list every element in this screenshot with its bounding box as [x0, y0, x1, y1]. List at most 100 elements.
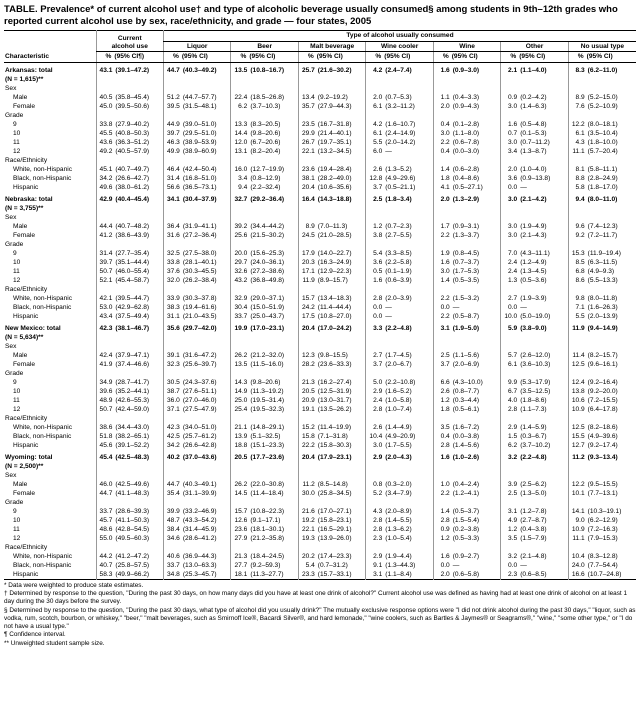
empty-cell: [316, 156, 366, 165]
empty-cell: [500, 341, 519, 351]
ci-cell: (26.2–38.4): [182, 276, 217, 284]
table-row: 9 34.9 (28.7–41.7) 30.5 (24.3–37.6) 14.3 (9.8–…: [4, 377, 636, 387]
ci-cell: (1.0–2.6): [452, 453, 480, 461]
pct-cell: 1.3: [500, 275, 519, 285]
state-label-cell: Nebraska: total (N = 3,755)**: [4, 192, 96, 213]
ci-cell: (6.4–17.8): [587, 405, 618, 413]
pct-cell: 27.7: [230, 560, 249, 570]
ci-cell: (2.0–6.9): [452, 360, 480, 368]
empty-cell: [518, 156, 568, 165]
ci-cell: (25.8–57.5): [115, 561, 150, 569]
ci-cell: (27.7–35.4): [115, 249, 150, 257]
ci-cell: (11.4–18.4): [250, 489, 284, 497]
empty-cell: [518, 414, 568, 423]
empty-cell: [567, 413, 586, 423]
ci-cell: (2.5–6.2): [520, 480, 547, 488]
state-name: New Mexico: total: [5, 324, 61, 332]
ci-cell: (31.5–48.1): [182, 102, 217, 110]
ci-cell: (34.4–43.0): [115, 423, 150, 431]
pct-cell: 3.1: [500, 506, 519, 516]
pct-cell: 12.6: [230, 515, 249, 525]
ci-cell: (1.3–2.9): [452, 195, 480, 203]
state-label-cell: Arkansas: total (N = 1,615)**: [4, 62, 96, 84]
pct-cell: 1.6: [432, 62, 451, 84]
pct-cell: 14.9: [230, 386, 249, 396]
ci-cell: (0.6–5.8): [452, 570, 480, 578]
ci-cell: (0.6–2.8): [452, 165, 480, 173]
pct-cell: 39.1: [162, 350, 181, 360]
ci-cell: (16.8–51.0): [182, 174, 217, 182]
pct-cell: 2.2: [432, 230, 451, 240]
pct-cell: 55.0: [95, 533, 114, 543]
empty-cell: [432, 110, 451, 120]
ci-cell: (25.3–45.7): [182, 570, 217, 578]
ci-cell: (38.2–65.1): [115, 432, 150, 440]
ci-cell: (0.1–2.8): [452, 120, 480, 128]
col-percent: %: [567, 51, 586, 63]
ci-cell: (35.2–44.1): [115, 387, 150, 395]
table-row: 11 43.6 (36.3–51.2) 46.3 (38.9–53.9) 12.0 (6.7…: [4, 137, 636, 147]
ci-cell: (4.9–20.9): [385, 432, 416, 440]
pct-cell: 6.1: [365, 128, 384, 138]
ci-cell: (1.8–17.0): [587, 183, 618, 191]
pct-cell: 49.9: [162, 146, 181, 156]
pct-cell: 19.1: [297, 404, 316, 414]
empty-cell: [451, 342, 501, 351]
pct-cell: 26.7: [297, 137, 316, 147]
pct-cell: 22.4: [230, 92, 249, 102]
ci-cell: (34.0–51.0): [182, 423, 217, 431]
ci-cell: (15.8–23.1): [317, 516, 352, 524]
empty-cell: [365, 110, 384, 120]
empty-cell: [383, 156, 433, 165]
pct-cell: 1.6: [432, 551, 451, 561]
pct-cell: 41.2: [95, 230, 114, 240]
ci-cell: (0.6–7.8): [452, 138, 480, 146]
pct-cell: 0.4: [432, 146, 451, 156]
ci-cell: (1.1–8.4): [385, 570, 412, 578]
group-label: Grade: [5, 498, 24, 506]
empty-cell: [383, 498, 433, 507]
pct-cell: 17.1: [297, 266, 316, 276]
pct-cell: 12.2: [567, 479, 586, 489]
empty-cell: [432, 83, 451, 93]
pct-cell: 4.3: [365, 506, 384, 516]
ci-cell: (30.4–37.9): [182, 195, 217, 203]
ci-cell: (18.4–24.5): [250, 552, 285, 560]
pct-cell: 32.9: [230, 293, 249, 303]
pct-cell: 3.0: [432, 128, 451, 138]
state-total-row: Wyoming: total (N = 2,500)** 45.4 (42.5–48.…: [4, 449, 636, 471]
table-row: White, non-Hispanic 42.1 (39.5–44.7) 33.9 (3…: [4, 293, 636, 303]
ci-cell: (2.0–8.9): [385, 507, 412, 515]
empty-cell: [365, 368, 384, 378]
ci-cell: (40.8–50.3): [115, 129, 150, 137]
ci-cell: (0.9–4.3): [452, 102, 480, 110]
pct-cell: 39.2: [230, 221, 249, 231]
ci-cell: (9.8–15.5): [317, 351, 348, 359]
pct-cell: 0.7: [500, 128, 519, 138]
ci-cell: (38.0–61.2): [115, 183, 150, 191]
empty-cell: [95, 110, 114, 120]
pct-cell: 10.4: [567, 551, 586, 561]
empty-cell: [316, 213, 366, 222]
ci-cell: (38.9–60.9): [182, 147, 217, 155]
pct-cell: 16.0: [230, 164, 249, 174]
ci-cell: (4.9–39.6): [587, 432, 618, 440]
row-label: 11: [13, 525, 20, 533]
col-wine-cooler: Wine cooler: [365, 41, 434, 52]
pct-cell: 42.1: [95, 293, 114, 303]
empty-cell: [95, 341, 114, 351]
col-beer: Beer: [230, 41, 299, 52]
pct-cell: 2.6: [365, 422, 384, 432]
pct-cell: 37.6: [162, 266, 181, 276]
ci-cell: (17.7–23.6): [250, 453, 285, 461]
ci-cell: (4.3–10.0): [452, 378, 483, 386]
pct-cell: 3.7: [365, 359, 384, 369]
ci-cell: (49.9–66.2): [115, 570, 150, 578]
ci-cell: (37.5–49.4): [115, 312, 150, 320]
ci-cell: —: [520, 303, 527, 311]
empty-cell: [500, 83, 519, 93]
pct-cell: 42.3: [95, 320, 114, 342]
ci-cell: (1.2–4.1): [452, 489, 480, 497]
ci-cell: (9.3–13.4): [587, 453, 618, 461]
ci-cell: (5.2–10.9): [587, 102, 618, 110]
